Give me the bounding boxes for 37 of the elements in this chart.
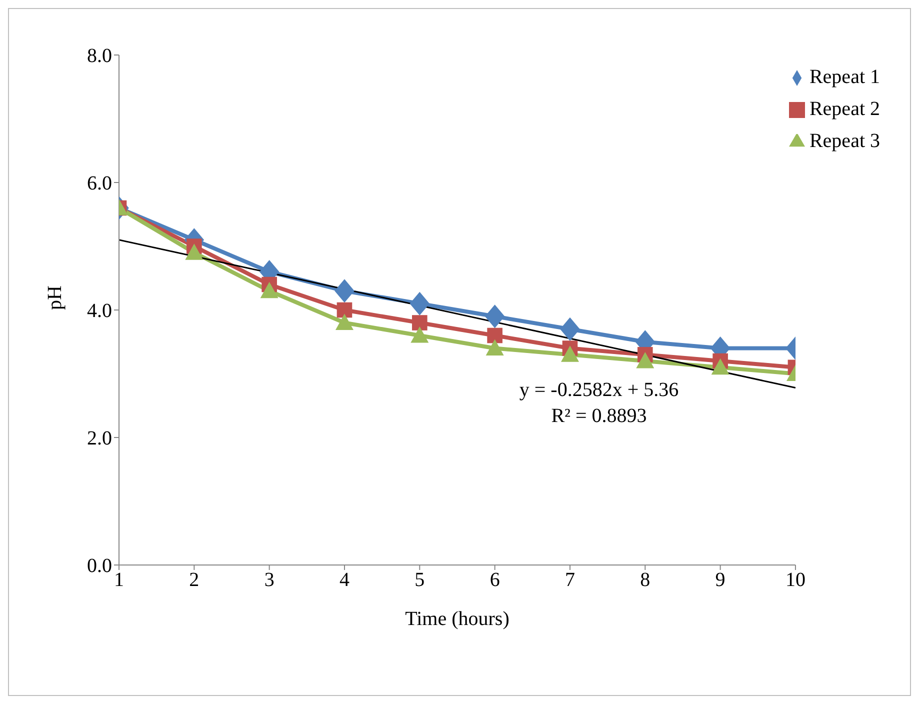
legend-label: Repeat 1: [809, 66, 880, 88]
point: [410, 326, 429, 343]
x-tick-label: 9: [715, 569, 726, 592]
point: [410, 292, 430, 316]
legend-label: Repeat 3: [809, 130, 880, 152]
x-tick-label: 4: [339, 569, 350, 592]
x-tick-label: 8: [640, 569, 650, 592]
x-tick-label: 3: [264, 569, 274, 592]
point: [260, 282, 278, 298]
point: [636, 352, 654, 368]
annotation: R² = 0.8893: [550, 404, 648, 429]
point: [487, 328, 502, 344]
y-tick-label: 4.0: [87, 300, 112, 322]
point: [711, 358, 730, 375]
point: [486, 339, 504, 356]
point: [412, 315, 428, 330]
x-axis-title: Time (hours): [405, 608, 510, 630]
point: [484, 304, 505, 328]
point: [560, 346, 579, 362]
legend-label: Repeat 2: [809, 98, 880, 120]
point: [185, 244, 204, 260]
y-tick-label: 0.0: [87, 555, 112, 578]
x-tick-label: 5: [414, 569, 425, 592]
y-tick-label: 8.0: [87, 45, 112, 68]
point: [335, 314, 354, 330]
annotation: y = -0.2582x + 5.36: [518, 378, 680, 403]
x-tick-label: 7: [564, 569, 575, 592]
x-tick-label: 2: [189, 569, 200, 592]
point: [336, 302, 352, 318]
x-tick-label: 1: [114, 569, 124, 592]
y-tick-label: 6.0: [87, 172, 112, 195]
x-tick-label: 10: [785, 569, 806, 592]
x-tick-label: 6: [490, 569, 500, 592]
y-axis-title: pH: [44, 286, 66, 310]
y-tick-label: 2.0: [87, 428, 112, 450]
point: [560, 317, 580, 341]
point: [334, 279, 354, 303]
